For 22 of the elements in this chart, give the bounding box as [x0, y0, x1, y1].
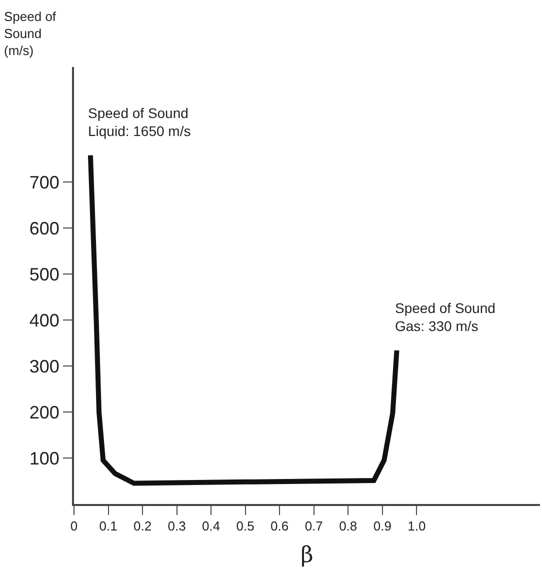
x-tick-label: 0.7	[304, 518, 323, 534]
x-tick-label: 0.8	[339, 518, 358, 534]
x-tick-label: 0.9	[373, 518, 392, 534]
y-tick-label: 700	[29, 172, 60, 192]
x-tick-label: 0	[70, 518, 78, 534]
annotation: Speed of Sound Gas: 330 m/s	[395, 300, 496, 334]
y-tick-label: 300	[29, 356, 60, 376]
y-tick-label: 500	[29, 264, 60, 284]
y-tick-label: 100	[29, 448, 60, 468]
x-tick-label: 0.4	[202, 518, 220, 534]
y-tick-label: 200	[29, 402, 60, 422]
x-tick-label: 0.5	[236, 518, 254, 534]
y-axis-title: Speed of Sound (m/s)	[4, 9, 56, 58]
y-tick-label: 600	[29, 218, 60, 238]
x-tick-label: 0.2	[133, 518, 152, 534]
x-tick-label: 0.3	[168, 518, 186, 534]
x-tick-label: 0.6	[270, 518, 289, 534]
x-tick-label: 0.1	[99, 518, 118, 534]
y-tick-label: 400	[29, 310, 60, 330]
x-tick-label: 1.0	[408, 518, 426, 534]
annotation: Speed of Sound Liquid: 1650 m/s	[88, 105, 191, 140]
x-axis-title: β	[300, 543, 314, 568]
